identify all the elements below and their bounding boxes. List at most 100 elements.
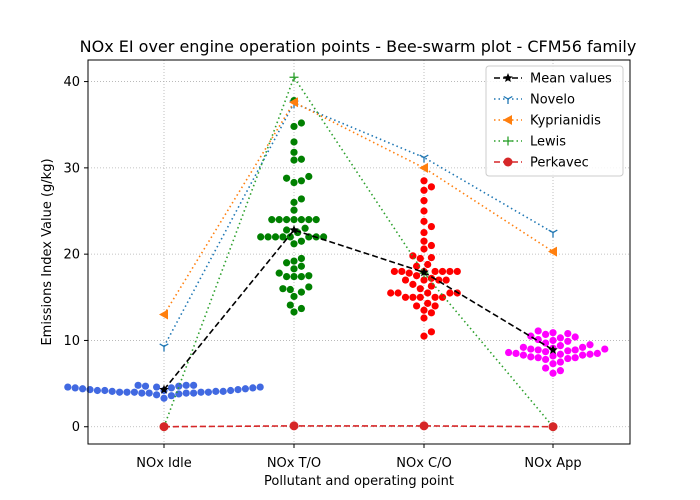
swarm-point — [167, 384, 175, 392]
swarm-point — [167, 392, 175, 400]
swarm-point — [286, 285, 294, 294]
swarm-point — [431, 267, 439, 276]
swarm-point — [290, 178, 298, 187]
swarm-point — [534, 354, 542, 362]
swarm-point — [275, 269, 283, 277]
swarm-point — [409, 252, 417, 260]
tri-down-stroke — [419, 154, 425, 159]
x-tick-label: NOx App — [524, 456, 581, 471]
swarm-point — [219, 387, 227, 395]
legend-marker — [503, 136, 513, 146]
swarm-point — [249, 384, 257, 392]
swarm-point — [212, 387, 220, 395]
swarm-points — [64, 96, 609, 402]
swarm-point — [420, 332, 428, 340]
swarm-point — [420, 197, 428, 205]
swarm-point — [297, 262, 305, 270]
circle-marker — [548, 422, 558, 432]
swarm-point — [438, 267, 447, 276]
swarm-point — [297, 237, 305, 245]
swarm-point — [420, 186, 428, 194]
swarm-point — [556, 350, 565, 358]
swarm-point — [427, 183, 435, 191]
series-point — [289, 225, 299, 234]
swarm-point — [442, 276, 450, 284]
series-point — [419, 154, 429, 163]
swarm-point — [175, 382, 183, 390]
swarm-point — [420, 228, 428, 237]
swarm-point — [427, 282, 435, 290]
swarm-point — [86, 386, 94, 394]
series-line — [163, 229, 554, 391]
swarm-point — [290, 292, 298, 301]
swarm-point — [286, 233, 294, 241]
series-line — [163, 425, 554, 428]
series-markers — [159, 72, 558, 432]
swarm-point — [519, 343, 528, 351]
swarm-point — [564, 347, 572, 355]
swarm-point — [283, 216, 291, 224]
swarm-point — [227, 386, 235, 395]
swarm-point — [279, 285, 287, 293]
swarm-point — [283, 174, 291, 182]
swarm-point — [431, 302, 439, 310]
swarm-point — [93, 386, 101, 395]
swarm-point — [586, 350, 594, 358]
series-lines — [163, 75, 554, 428]
tri-down-stroke — [159, 343, 165, 348]
series-point — [419, 162, 428, 173]
swarm-point — [387, 289, 395, 297]
swarm-point — [427, 309, 435, 317]
triangle-left-marker — [159, 309, 168, 320]
swarm-point — [420, 217, 428, 225]
swarm-point — [283, 226, 291, 234]
swarm-point — [305, 283, 313, 291]
y-axis-ticks: 0 10 20 30 40 — [63, 75, 88, 435]
swarm-point — [101, 386, 109, 395]
swarm-point — [305, 233, 313, 241]
swarm-point — [549, 360, 557, 368]
swarm-point — [420, 245, 428, 253]
swarm-point — [297, 177, 305, 185]
swarm-point — [556, 367, 565, 375]
swarm-point — [549, 329, 557, 337]
swarm-point — [593, 349, 602, 357]
swarm-point — [153, 391, 161, 399]
swarm-point — [549, 352, 557, 360]
swarm-point — [312, 216, 320, 224]
swarm-point — [71, 384, 79, 392]
swarm-point — [297, 254, 305, 263]
swarm-point — [297, 216, 305, 224]
x-axis-ticks: NOx Idle NOx T/O NOx C/O NOx App — [136, 444, 582, 471]
swarm-point — [305, 272, 313, 280]
swarm-point — [290, 198, 298, 206]
swarm-point — [579, 343, 587, 351]
series-point — [289, 421, 299, 431]
x-axis-label: Pollutant and operating point — [264, 474, 454, 489]
legend-marker — [503, 157, 513, 167]
swarm-point — [413, 262, 421, 270]
swarm-point — [204, 388, 212, 396]
swarm-point — [290, 138, 298, 146]
swarm-point — [413, 302, 421, 310]
series-point — [419, 421, 429, 431]
swarm-point — [134, 381, 142, 389]
swarm-point — [438, 293, 447, 301]
chart-title: NOx EI over engine operation points - Be… — [80, 37, 637, 56]
series-point — [548, 229, 558, 238]
swarm-point — [556, 358, 565, 366]
swarm-point — [427, 241, 435, 250]
swarm-point — [512, 349, 520, 357]
swarm-point — [290, 206, 298, 214]
swarm-point — [290, 257, 298, 265]
swarm-point — [390, 267, 398, 276]
swarm-point — [290, 308, 298, 316]
tri-down-stroke — [503, 95, 509, 100]
swarm-point — [420, 177, 428, 185]
swarm-point — [420, 314, 428, 322]
swarm-point — [290, 156, 298, 164]
swarm-point — [297, 119, 305, 127]
series-point — [548, 246, 557, 257]
swarm-point — [394, 289, 402, 297]
swarm-point — [571, 333, 579, 341]
